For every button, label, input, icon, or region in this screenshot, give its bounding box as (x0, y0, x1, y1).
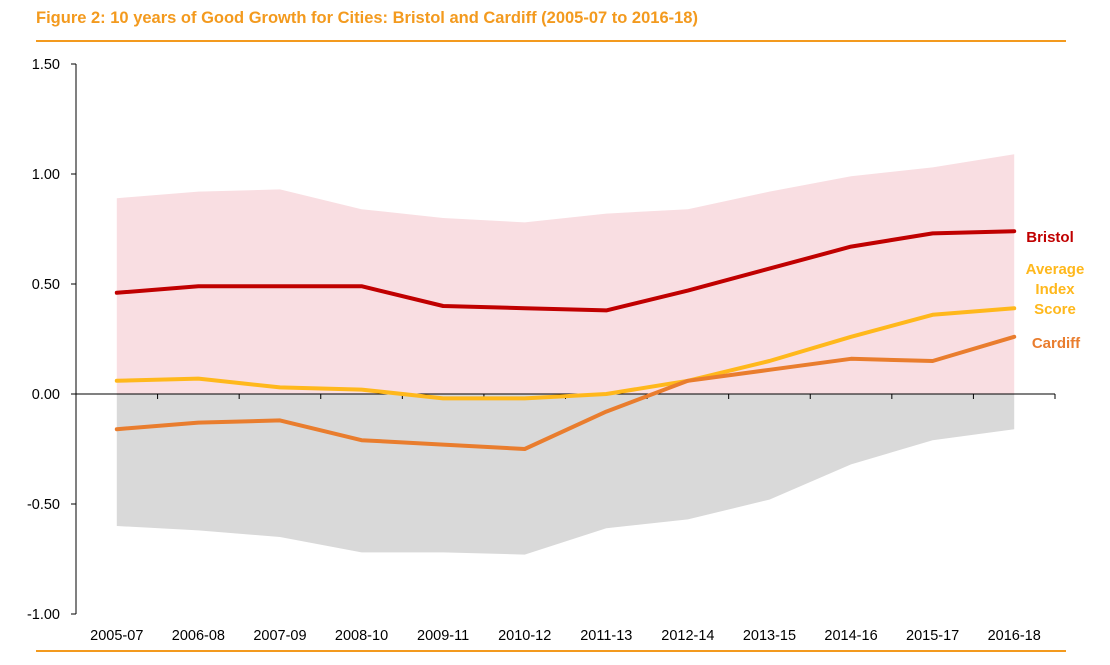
series-label: Cardiff (1032, 335, 1081, 352)
y-tick-label: 1.50 (32, 57, 60, 73)
y-tick-label: 0.00 (32, 387, 60, 403)
x-tick-label: 2014-16 (824, 628, 877, 644)
x-tick-label: 2010-12 (498, 628, 551, 644)
title-rule (36, 40, 1066, 42)
x-tick-label: 2008-10 (335, 628, 388, 644)
x-tick-label: 2012-14 (661, 628, 714, 644)
cardiff-line (114, 334, 1017, 451)
y-tick-label: -1.00 (27, 607, 60, 623)
y-tick-label: 0.50 (32, 277, 60, 293)
series-label: Bristol (1026, 229, 1074, 246)
y-tick-label: 1.00 (32, 167, 60, 183)
x-tick-label: 2009-11 (417, 628, 469, 644)
y-tick-label: -0.50 (27, 497, 60, 513)
x-tick-label: 2013-15 (743, 628, 796, 644)
x-tick-label: 2015-17 (906, 628, 959, 644)
lower-range-band (116, 394, 1015, 555)
upper-range-band (116, 154, 1015, 394)
bottom-rule (36, 650, 1066, 652)
x-tick-label: 2007-09 (253, 628, 306, 644)
chart-title: Figure 2: 10 years of Good Growth for Ci… (36, 9, 698, 27)
x-tick-label: 2005-07 (90, 628, 143, 644)
bristol-line (114, 229, 1017, 313)
x-tick-label: 2006-08 (172, 628, 225, 644)
average-index-score-line (114, 306, 1017, 401)
x-tick-label: 2011-13 (580, 628, 632, 644)
series-label: Score (1034, 301, 1076, 318)
series-label: Index (1035, 281, 1075, 298)
x-tick-label: 2016-18 (988, 628, 1041, 644)
series-label: Average (1026, 261, 1085, 278)
